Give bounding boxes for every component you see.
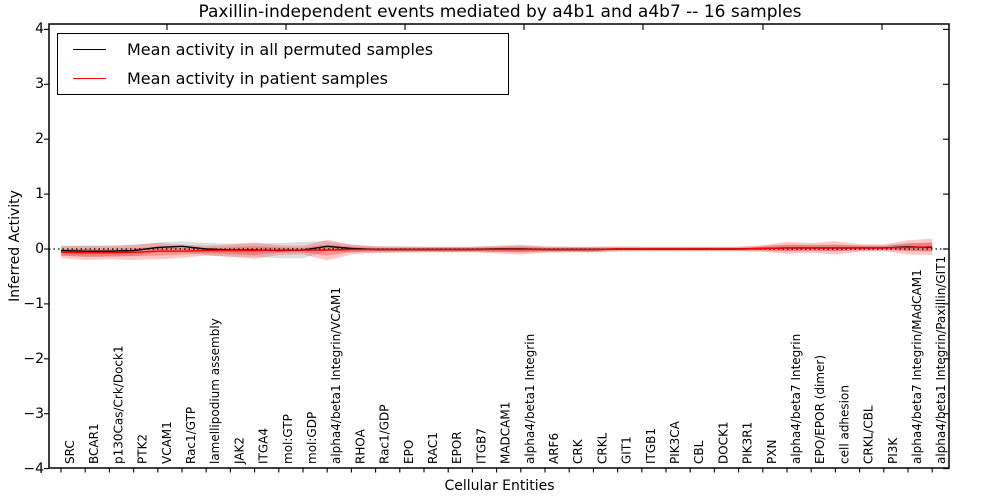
x-tick-label: RAC1 <box>426 432 440 464</box>
y-tick-label: 2 <box>35 131 44 148</box>
x-tick-label: lamellipodium assembly <box>208 318 222 464</box>
x-tick-label: ITGB1 <box>644 428 658 464</box>
y-tick-label: −3 <box>23 405 44 422</box>
legend: Mean activity in all permuted samples Me… <box>57 33 509 95</box>
x-tick-label: mol:GDP <box>305 412 319 464</box>
legend-item-patient: Mean activity in patient samples <box>58 65 508 93</box>
patient-mean-line <box>60 246 933 254</box>
legend-line-sample-red <box>73 78 106 80</box>
x-tick-label: alpha4/beta1 Integrin/VCAM1 <box>329 287 343 464</box>
x-tick-label: CRKL <box>595 432 609 464</box>
x-tick-label: PTK2 <box>136 434 150 464</box>
y-tick-label: −4 <box>23 460 44 477</box>
x-tick-label: SRC <box>63 440 77 464</box>
y-tick-label: 1 <box>35 186 44 203</box>
x-axis-label: Cellular Entities <box>444 478 555 494</box>
legend-line-sample-black <box>73 48 106 50</box>
x-tick-label: Rac1/GDP <box>378 405 392 464</box>
x-tick-label: EPOR <box>450 431 464 464</box>
x-tick-label: MADCAM1 <box>499 402 513 464</box>
y-tick-label: −1 <box>23 295 44 312</box>
x-tick-label: alpha4/beta1 Integrin <box>523 334 537 464</box>
x-tick-label: EPO/EPOR (dimer) <box>813 355 827 464</box>
x-tick-label: ITGA4 <box>257 428 271 464</box>
x-tick-label: BCAR1 <box>87 423 101 464</box>
x-tick-label: CRKL/CBL <box>862 405 876 464</box>
y-tick-label: 3 <box>35 76 44 93</box>
x-tick-label: p130Cas/Crk/Dock1 <box>111 345 125 464</box>
y-tick-label: 0 <box>35 241 44 257</box>
y-tick-label: 4 <box>35 21 44 38</box>
legend-label: Mean activity in all permuted samples <box>127 39 434 59</box>
x-tick-label: EPO <box>402 440 416 464</box>
x-tick-label: JAK2 <box>232 437 246 465</box>
x-tick-label: cell adhesion <box>837 385 851 464</box>
x-tick-label: Rac1/GTP <box>184 407 198 464</box>
x-tick-label: PIK3R1 <box>741 422 755 464</box>
x-tick-label: ARF6 <box>547 433 561 464</box>
x-tick-label: RHOA <box>353 428 367 464</box>
x-tick-label: alpha4/beta1 Integrin/Paxillin/GIT1 <box>934 256 948 464</box>
x-tick-label: PXN <box>765 440 779 464</box>
x-tick-label: PIK3CA <box>668 420 682 464</box>
x-tick-label: alpha4/beta7 Integrin <box>789 334 803 464</box>
y-tick-label: −2 <box>23 350 44 367</box>
x-tick-label: GIT1 <box>620 436 634 464</box>
legend-item-permuted: Mean activity in all permuted samples <box>58 35 508 63</box>
x-tick-label: PI3K <box>886 437 900 464</box>
legend-label: Mean activity in patient samples <box>127 69 388 89</box>
x-tick-label: DOCK1 <box>716 421 730 464</box>
axes-frame <box>48 23 950 469</box>
x-tick-label: alpha4/beta7 Integrin/MAdCAM1 <box>910 269 924 464</box>
x-tick-label: mol:GTP <box>281 414 295 464</box>
chart-title: Paxillin-independent events mediated by … <box>198 2 802 22</box>
x-tick-label: CRK <box>571 438 585 464</box>
x-tick-label: CBL <box>692 440 706 464</box>
x-tick-label: VCAM1 <box>160 421 174 464</box>
x-tick-label: ITGB7 <box>474 428 488 464</box>
